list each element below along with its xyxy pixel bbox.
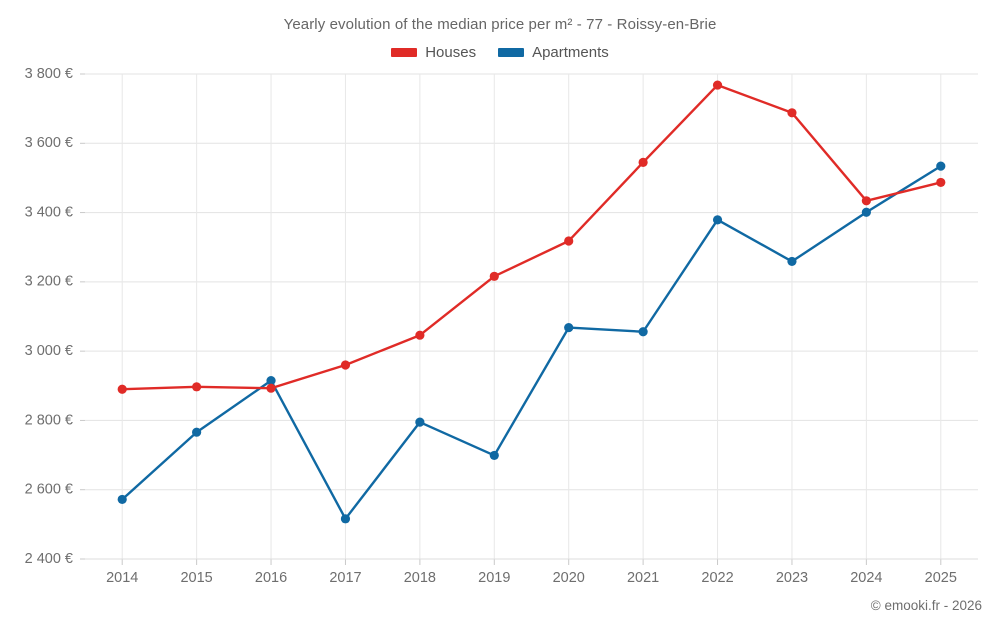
data-point-apartments[interactable] [861,207,871,217]
data-point-houses[interactable] [861,196,871,206]
data-point-apartments[interactable] [266,375,276,386]
x-axis-tick-label: 2015 [180,570,212,586]
data-point-houses[interactable] [266,383,276,393]
series-line-houses [121,83,942,391]
data-point-houses[interactable] [712,80,723,90]
chart-title: Yearly evolution of the median price per… [283,16,717,33]
x-axis-tick-label: 2017 [329,570,361,586]
data-point-apartments[interactable] [117,494,127,505]
data-point-apartments[interactable] [638,327,648,337]
legend-swatch-apartments [498,48,525,57]
legend-label-houses: Houses [425,44,477,61]
data-point-houses[interactable] [415,330,425,340]
data-point-apartments[interactable] [340,514,351,524]
y-axis-tick-label: 3 600 € [25,135,73,151]
data-point-houses[interactable] [564,236,574,246]
y-axis-tick-label: 3 200 € [25,274,73,290]
data-point-houses[interactable] [787,108,797,118]
x-axis-tick-label: 2025 [925,570,957,586]
footer-credit: © emooki.fr - 2026 [870,598,982,613]
x-axis-tick-label: 2020 [553,570,585,586]
y-axis-tick-label: 2 600 € [25,482,73,498]
x-axis-tick-label: 2016 [255,570,287,586]
data-point-apartments[interactable] [564,322,574,333]
y-axis-tick-label: 3 000 € [25,343,73,359]
data-point-apartments[interactable] [489,450,499,461]
data-point-houses[interactable] [117,384,127,394]
data-point-apartments[interactable] [936,161,946,171]
x-axis-tick-label: 2022 [701,570,733,586]
x-axis-tick-label: 2014 [106,570,138,586]
data-point-houses[interactable] [340,360,351,370]
legend-item-houses[interactable]: Houses [391,44,476,61]
chart-legend: Houses Apartments [0,44,1000,61]
legend-label-apartments: Apartments [532,44,609,61]
x-axis-tick-label: 2018 [404,570,436,586]
data-point-apartments[interactable] [192,427,202,437]
data-point-houses[interactable] [638,157,648,167]
legend-swatch-houses [391,48,418,57]
data-point-apartments[interactable] [712,215,723,225]
data-point-houses[interactable] [489,271,499,281]
y-axis-tick-label: 2 400 € [25,551,73,567]
y-axis-tick-label: 3 400 € [25,204,73,220]
x-axis-tick-label: 2023 [776,570,808,586]
x-axis-tick-label: 2021 [627,570,659,586]
series-line-apartments [121,164,942,521]
x-axis-tick-label: 2024 [850,570,882,586]
y-axis-tick-label: 2 800 € [25,412,73,428]
data-point-apartments[interactable] [415,417,425,427]
y-axis-tick-label: 3 800 € [25,66,73,82]
data-point-houses[interactable] [936,177,946,188]
legend-item-apartments[interactable]: Apartments [498,44,609,61]
x-axis-tick-label: 2019 [478,570,510,586]
data-point-apartments[interactable] [787,256,797,267]
data-point-houses[interactable] [192,382,202,392]
